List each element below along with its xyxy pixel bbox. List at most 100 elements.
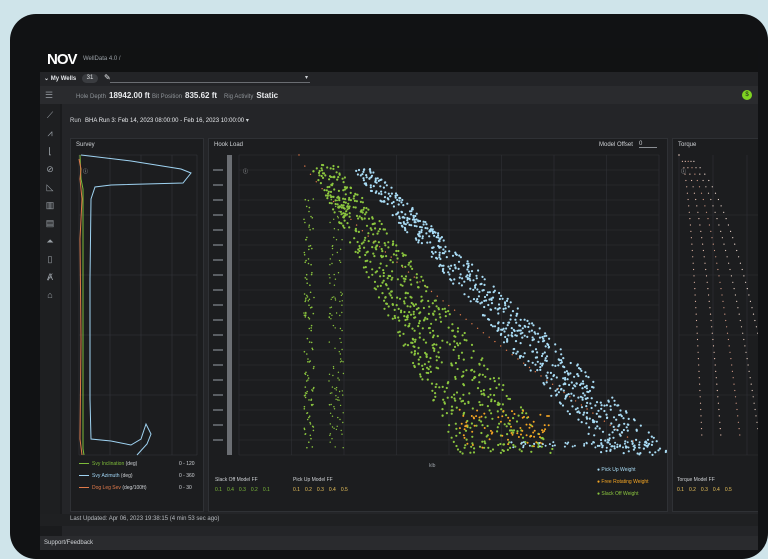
scatter-point <box>417 239 420 242</box>
building-icon[interactable]: ⌂ <box>47 290 53 300</box>
support-feedback-link[interactable]: Support/Feedback <box>44 540 94 546</box>
clipboard-icon[interactable]: ▯ <box>47 254 53 264</box>
slack-off-ff-4[interactable]: 0.2 <box>250 487 258 493</box>
document-icon[interactable]: ▤ <box>45 218 55 228</box>
scatter-point <box>437 232 440 235</box>
pick-up-coeffs[interactable]: 0.1 0.2 0.3 0.4 0.5 <box>293 487 353 493</box>
scatter-point <box>328 178 331 181</box>
scatter-point <box>422 319 426 322</box>
scatter-point <box>522 441 525 444</box>
scatter-point <box>536 351 539 354</box>
model-offset-input[interactable]: 0 <box>639 141 657 148</box>
status-indicator-icon[interactable]: $ <box>742 90 752 100</box>
run-selector[interactable]: Run BHA Run 3: Feb 14, 2023 08:00:00 - Fe… <box>70 117 249 124</box>
scatter-point <box>480 420 483 423</box>
scatter-point <box>443 390 446 393</box>
slack-off-coeffs[interactable]: 0.1 0.4 0.3 0.2 0.1 <box>215 487 275 493</box>
scatter-point <box>421 368 425 371</box>
scatter-point <box>517 436 520 438</box>
scatter-point <box>548 443 551 446</box>
scatter-point <box>409 295 412 298</box>
scatter-point <box>334 202 337 206</box>
hookload-chart[interactable]: ⓘ <box>209 139 667 511</box>
scatter-point <box>342 212 345 215</box>
scatter-point <box>345 213 349 216</box>
torque-ff-4[interactable]: 0.4 <box>712 487 720 493</box>
torque-ff-3[interactable]: 0.3 <box>700 487 708 493</box>
pick-up-ff-2[interactable]: 0.2 <box>304 487 312 493</box>
scatter-point <box>331 296 333 299</box>
scatter-point <box>440 361 443 364</box>
line-chart-icon[interactable]: ⟋ <box>46 110 54 120</box>
scatter-point <box>444 315 447 318</box>
scatter-point <box>533 331 536 334</box>
drill-icon[interactable]: ⊘ <box>46 164 54 174</box>
triangle-chart-icon[interactable]: ◺ <box>46 182 54 192</box>
scatter-point <box>528 322 531 325</box>
slack-off-ff-2[interactable]: 0.4 <box>226 487 234 493</box>
scatter-point <box>377 241 380 244</box>
scatter-point <box>421 378 424 381</box>
scatter-point <box>500 294 503 297</box>
scatter-point <box>438 386 441 389</box>
scatter-point <box>512 431 515 434</box>
torque-ff-5[interactable]: 0.5 <box>724 487 732 493</box>
bell-icon[interactable]: ⏶ <box>46 236 54 246</box>
scatter-point <box>404 292 407 295</box>
scatter-point <box>546 371 549 374</box>
step-chart-icon[interactable]: ⌊ <box>48 146 52 156</box>
scatter-point <box>551 364 554 367</box>
bar-chart-icon[interactable]: ▥ <box>45 200 55 210</box>
scatter-point <box>570 392 573 395</box>
scatter-point <box>310 437 312 440</box>
pick-up-ff-3[interactable]: 0.3 <box>316 487 324 493</box>
scatter-point <box>409 213 413 216</box>
scatter-point <box>595 412 598 415</box>
torque-ff-1[interactable]: 0.1 <box>677 487 684 493</box>
scatter-point <box>566 410 569 413</box>
scatter-point <box>501 328 504 331</box>
well-dropdown[interactable] <box>110 82 310 83</box>
scatter-point <box>338 210 340 213</box>
scatter-point <box>489 450 492 453</box>
torque-coeffs[interactable]: 0.1 0.2 0.3 0.4 0.5 <box>677 487 737 493</box>
scatter-point <box>339 327 342 330</box>
scatter-point <box>429 331 432 334</box>
scatter-point <box>307 379 309 381</box>
pick-up-ff-1[interactable]: 0.1 <box>293 487 300 493</box>
hamburger-icon[interactable]: ☰ <box>45 90 54 100</box>
torque-chart[interactable]: ⓘ <box>673 139 758 511</box>
slack-off-ff-3[interactable]: 0.3 <box>238 487 246 493</box>
scatter-point <box>583 394 586 397</box>
chevron-down-icon[interactable]: ▾ <box>305 75 309 81</box>
scatter-point <box>328 380 330 382</box>
edit-icon[interactable]: ✎ <box>104 73 111 82</box>
scatter-point <box>469 426 472 429</box>
my-wells-toggle[interactable]: ⌄ My Wells <box>44 76 77 82</box>
slack-off-ff-1[interactable]: 0.1 <box>215 487 222 493</box>
scatter-point <box>380 222 383 226</box>
scatter-point <box>336 215 339 218</box>
scatter-point <box>420 231 423 234</box>
scatter-point <box>438 251 441 254</box>
scatter-point <box>541 362 544 365</box>
scatter-point <box>385 184 388 187</box>
torque-ff-2[interactable]: 0.2 <box>688 487 696 493</box>
slack-off-ff-5[interactable]: 0.1 <box>262 487 270 493</box>
app-name[interactable]: WellData 4.0 / <box>83 56 121 62</box>
scatter-point <box>430 225 433 228</box>
scatter-point <box>468 392 471 395</box>
scatter-point <box>356 173 359 176</box>
pick-up-ff-5[interactable]: 0.5 <box>340 487 348 493</box>
scatter-point <box>496 430 499 433</box>
area-chart-icon[interactable]: ⩘ <box>47 128 53 138</box>
scatter-point <box>433 343 436 346</box>
scatter-point <box>421 237 424 240</box>
scatter-point <box>472 298 476 301</box>
scatter-point <box>496 410 499 413</box>
rig-icon[interactable]: Ⱥ <box>46 272 53 282</box>
scatter-point <box>577 418 580 421</box>
scatter-point <box>458 282 461 285</box>
survey-chart[interactable]: ⓘ <box>71 139 203 511</box>
pick-up-ff-4[interactable]: 0.4 <box>328 487 336 493</box>
